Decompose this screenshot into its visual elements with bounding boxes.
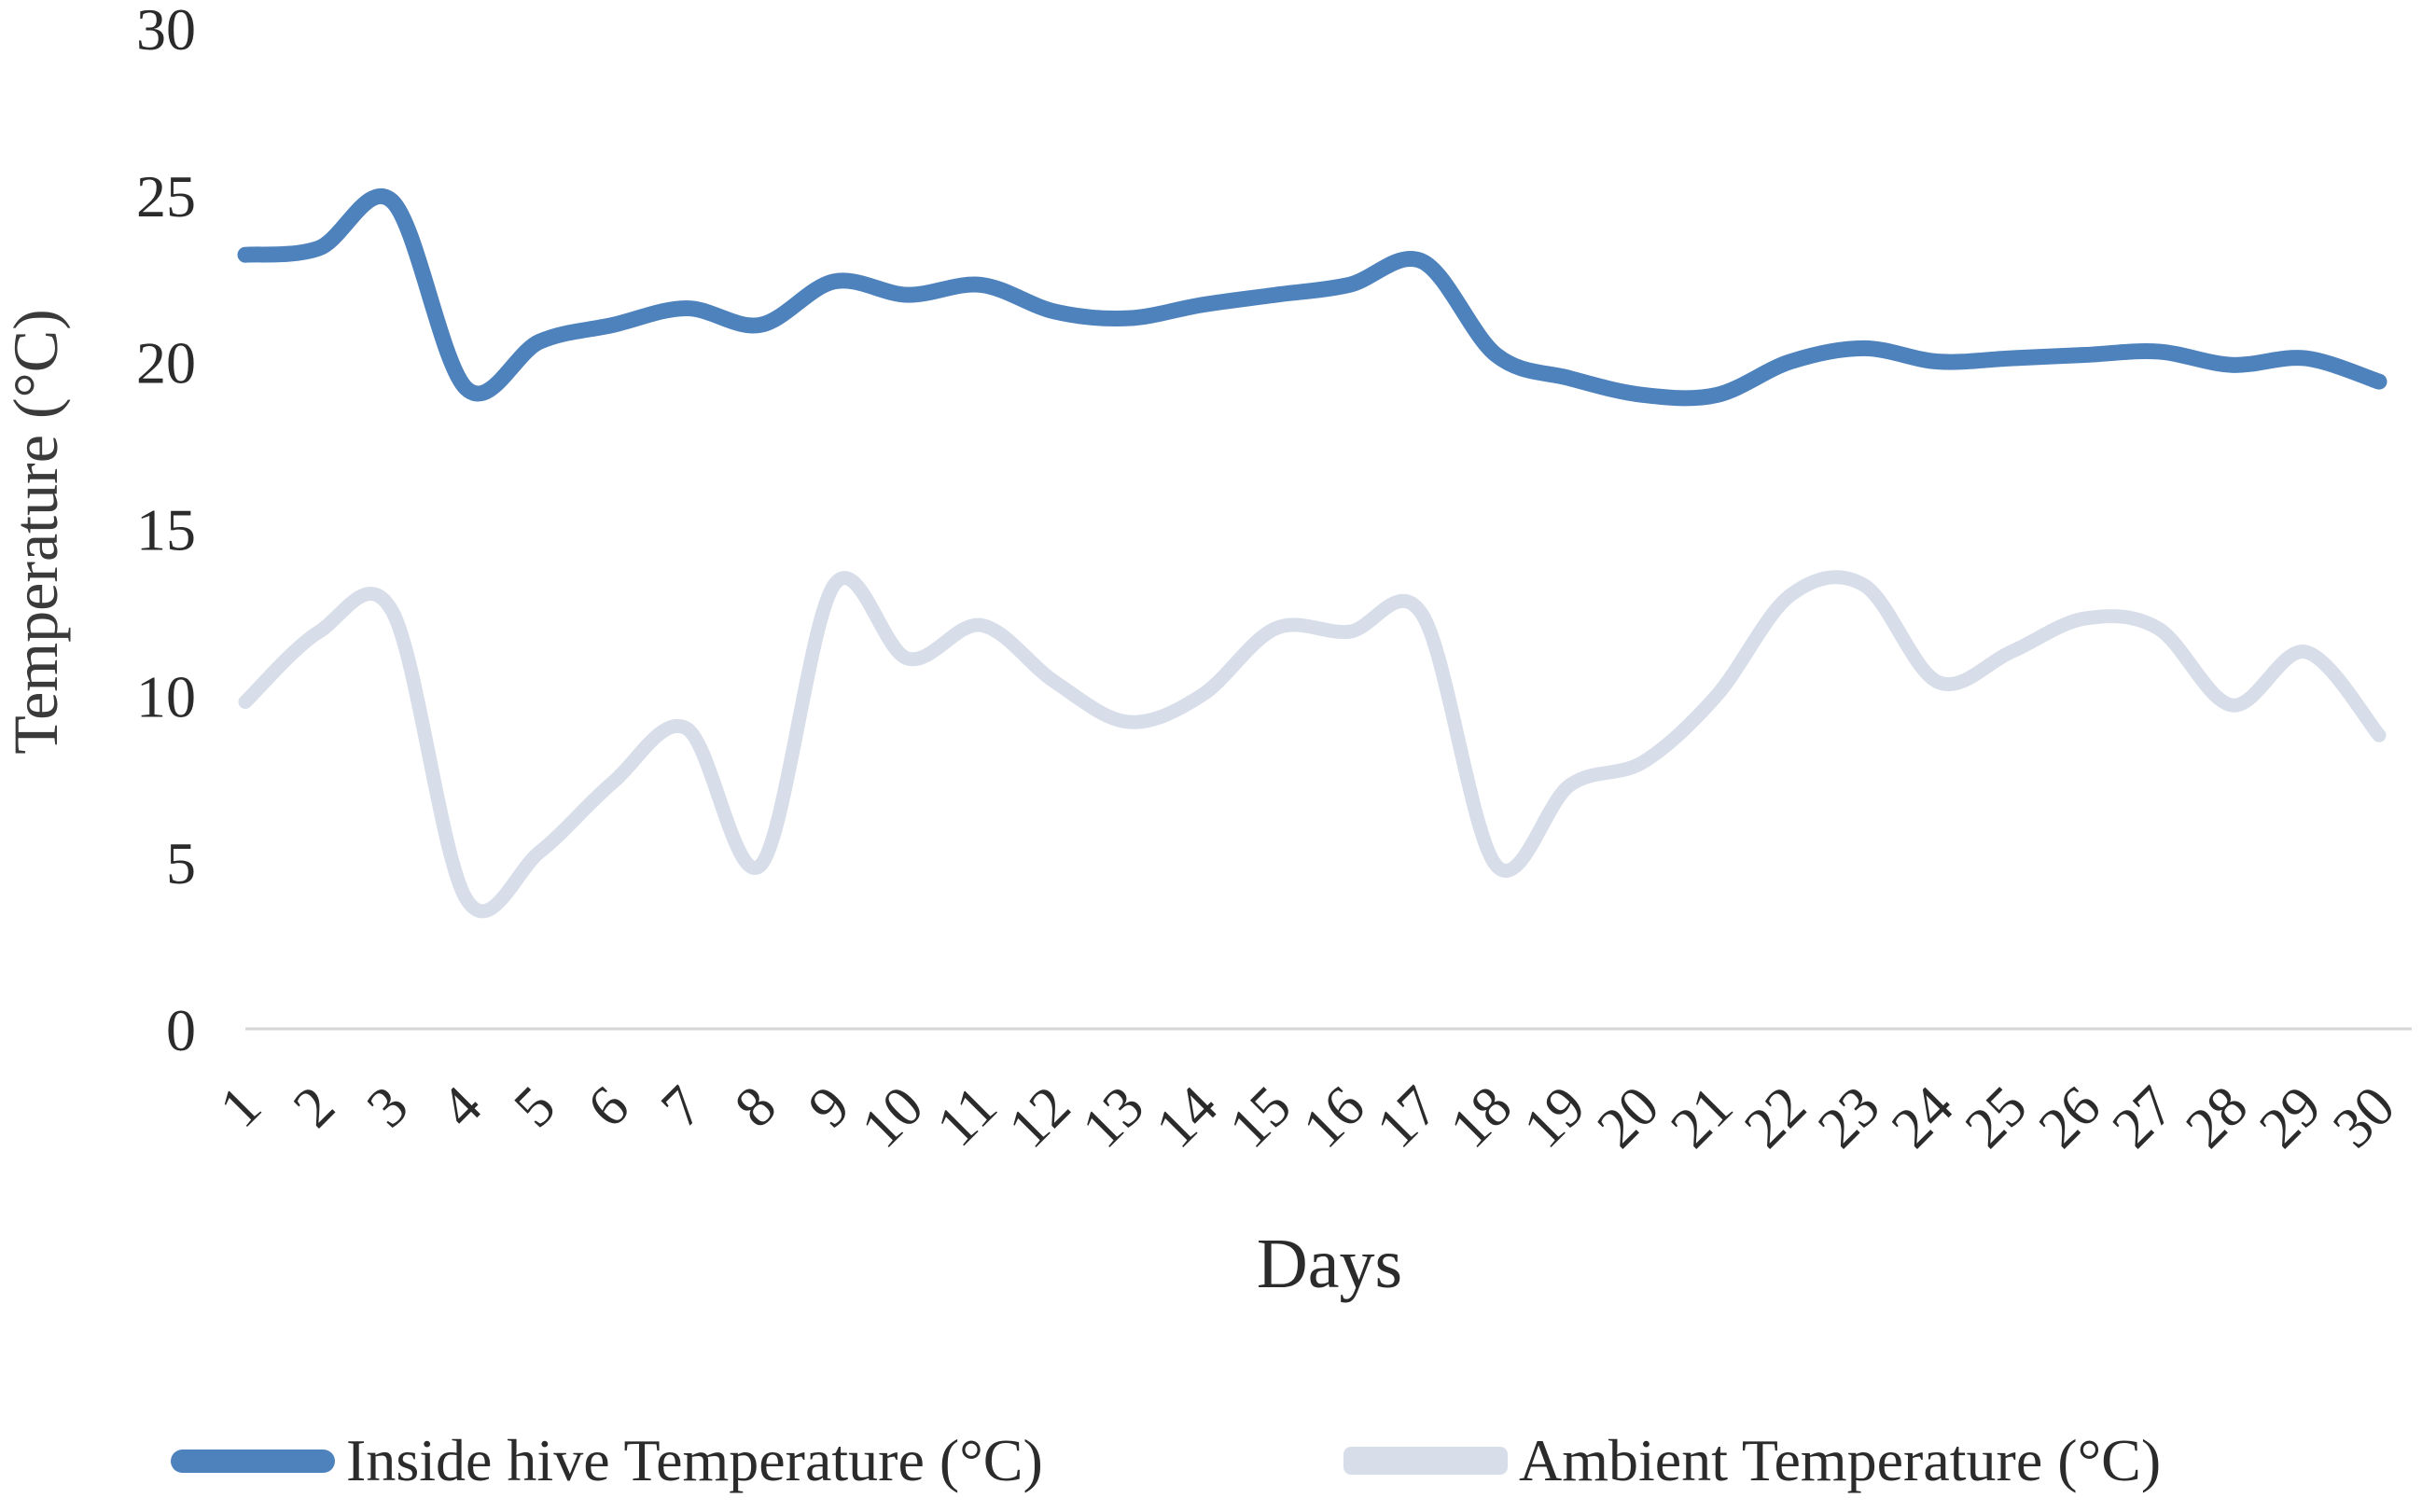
inside-hive-line-swatch-icon bbox=[171, 1449, 335, 1473]
x-tick-label: 14 bbox=[1144, 1075, 1230, 1160]
y-axis-title: Temperature (°C) bbox=[0, 309, 71, 755]
x-tick-label: 28 bbox=[2174, 1075, 2260, 1160]
x-tick-label: 21 bbox=[1659, 1075, 1745, 1160]
x-tick-label: 13 bbox=[1070, 1075, 1156, 1160]
x-tick-label: 26 bbox=[2027, 1075, 2113, 1160]
x-tick-label: 4 bbox=[428, 1075, 494, 1140]
y-tick-label: 20 bbox=[136, 330, 196, 396]
x-tick-label: 6 bbox=[576, 1075, 641, 1140]
x-tick-label: 22 bbox=[1733, 1075, 1818, 1160]
x-tick-label: 2 bbox=[282, 1075, 347, 1140]
x-axis-title: Days bbox=[1256, 1225, 1403, 1303]
legend-label-ambient: Ambient Temperature (°C) bbox=[1519, 1427, 2162, 1493]
x-tick-label: 20 bbox=[1585, 1075, 1671, 1160]
x-tick-label: 9 bbox=[797, 1075, 862, 1140]
x-tick-label: 29 bbox=[2248, 1075, 2333, 1160]
x-tick-label: 5 bbox=[502, 1075, 567, 1140]
x-tick-label: 8 bbox=[723, 1075, 788, 1140]
x-tick-label: 17 bbox=[1365, 1075, 1451, 1160]
x-tick-label: 15 bbox=[1218, 1075, 1303, 1160]
x-tick-label: 7 bbox=[649, 1075, 715, 1140]
x-tick-label: 19 bbox=[1511, 1075, 1597, 1160]
legend-label-inside-hive: Inside hive Temperature (°C) bbox=[346, 1427, 1043, 1493]
y-tick-label: 30 bbox=[136, 0, 196, 62]
x-tick-label: 16 bbox=[1291, 1075, 1377, 1160]
legend-item-inside-hive: Inside hive Temperature (°C) bbox=[171, 1427, 1043, 1493]
y-tick-label: 15 bbox=[136, 497, 196, 563]
x-tick-label: 10 bbox=[850, 1075, 936, 1160]
ambient-line bbox=[238, 570, 2387, 919]
y-tick-label: 25 bbox=[136, 163, 196, 229]
y-tick-label: 5 bbox=[166, 830, 196, 896]
y-tick-label: 0 bbox=[166, 997, 196, 1063]
x-tick-label: 24 bbox=[1880, 1075, 1966, 1160]
y-tick-label: 10 bbox=[136, 663, 196, 729]
legend-item-ambient: Ambient Temperature (°C) bbox=[1343, 1427, 2162, 1493]
x-tick-label: 3 bbox=[355, 1075, 421, 1140]
x-tick-label: 11 bbox=[925, 1075, 1009, 1158]
ambient-line-swatch-icon bbox=[1343, 1447, 1508, 1475]
x-tick-label: 30 bbox=[2321, 1075, 2407, 1160]
x-tick-label: 1 bbox=[208, 1075, 273, 1140]
x-tick-label: 27 bbox=[2100, 1075, 2186, 1160]
x-tick-label: 18 bbox=[1439, 1075, 1524, 1160]
x-tick-label: 12 bbox=[996, 1075, 1082, 1160]
x-tick-label: 23 bbox=[1806, 1075, 1892, 1160]
x-tick-label: 25 bbox=[1954, 1075, 2039, 1160]
inside-hive-line bbox=[237, 187, 2387, 407]
